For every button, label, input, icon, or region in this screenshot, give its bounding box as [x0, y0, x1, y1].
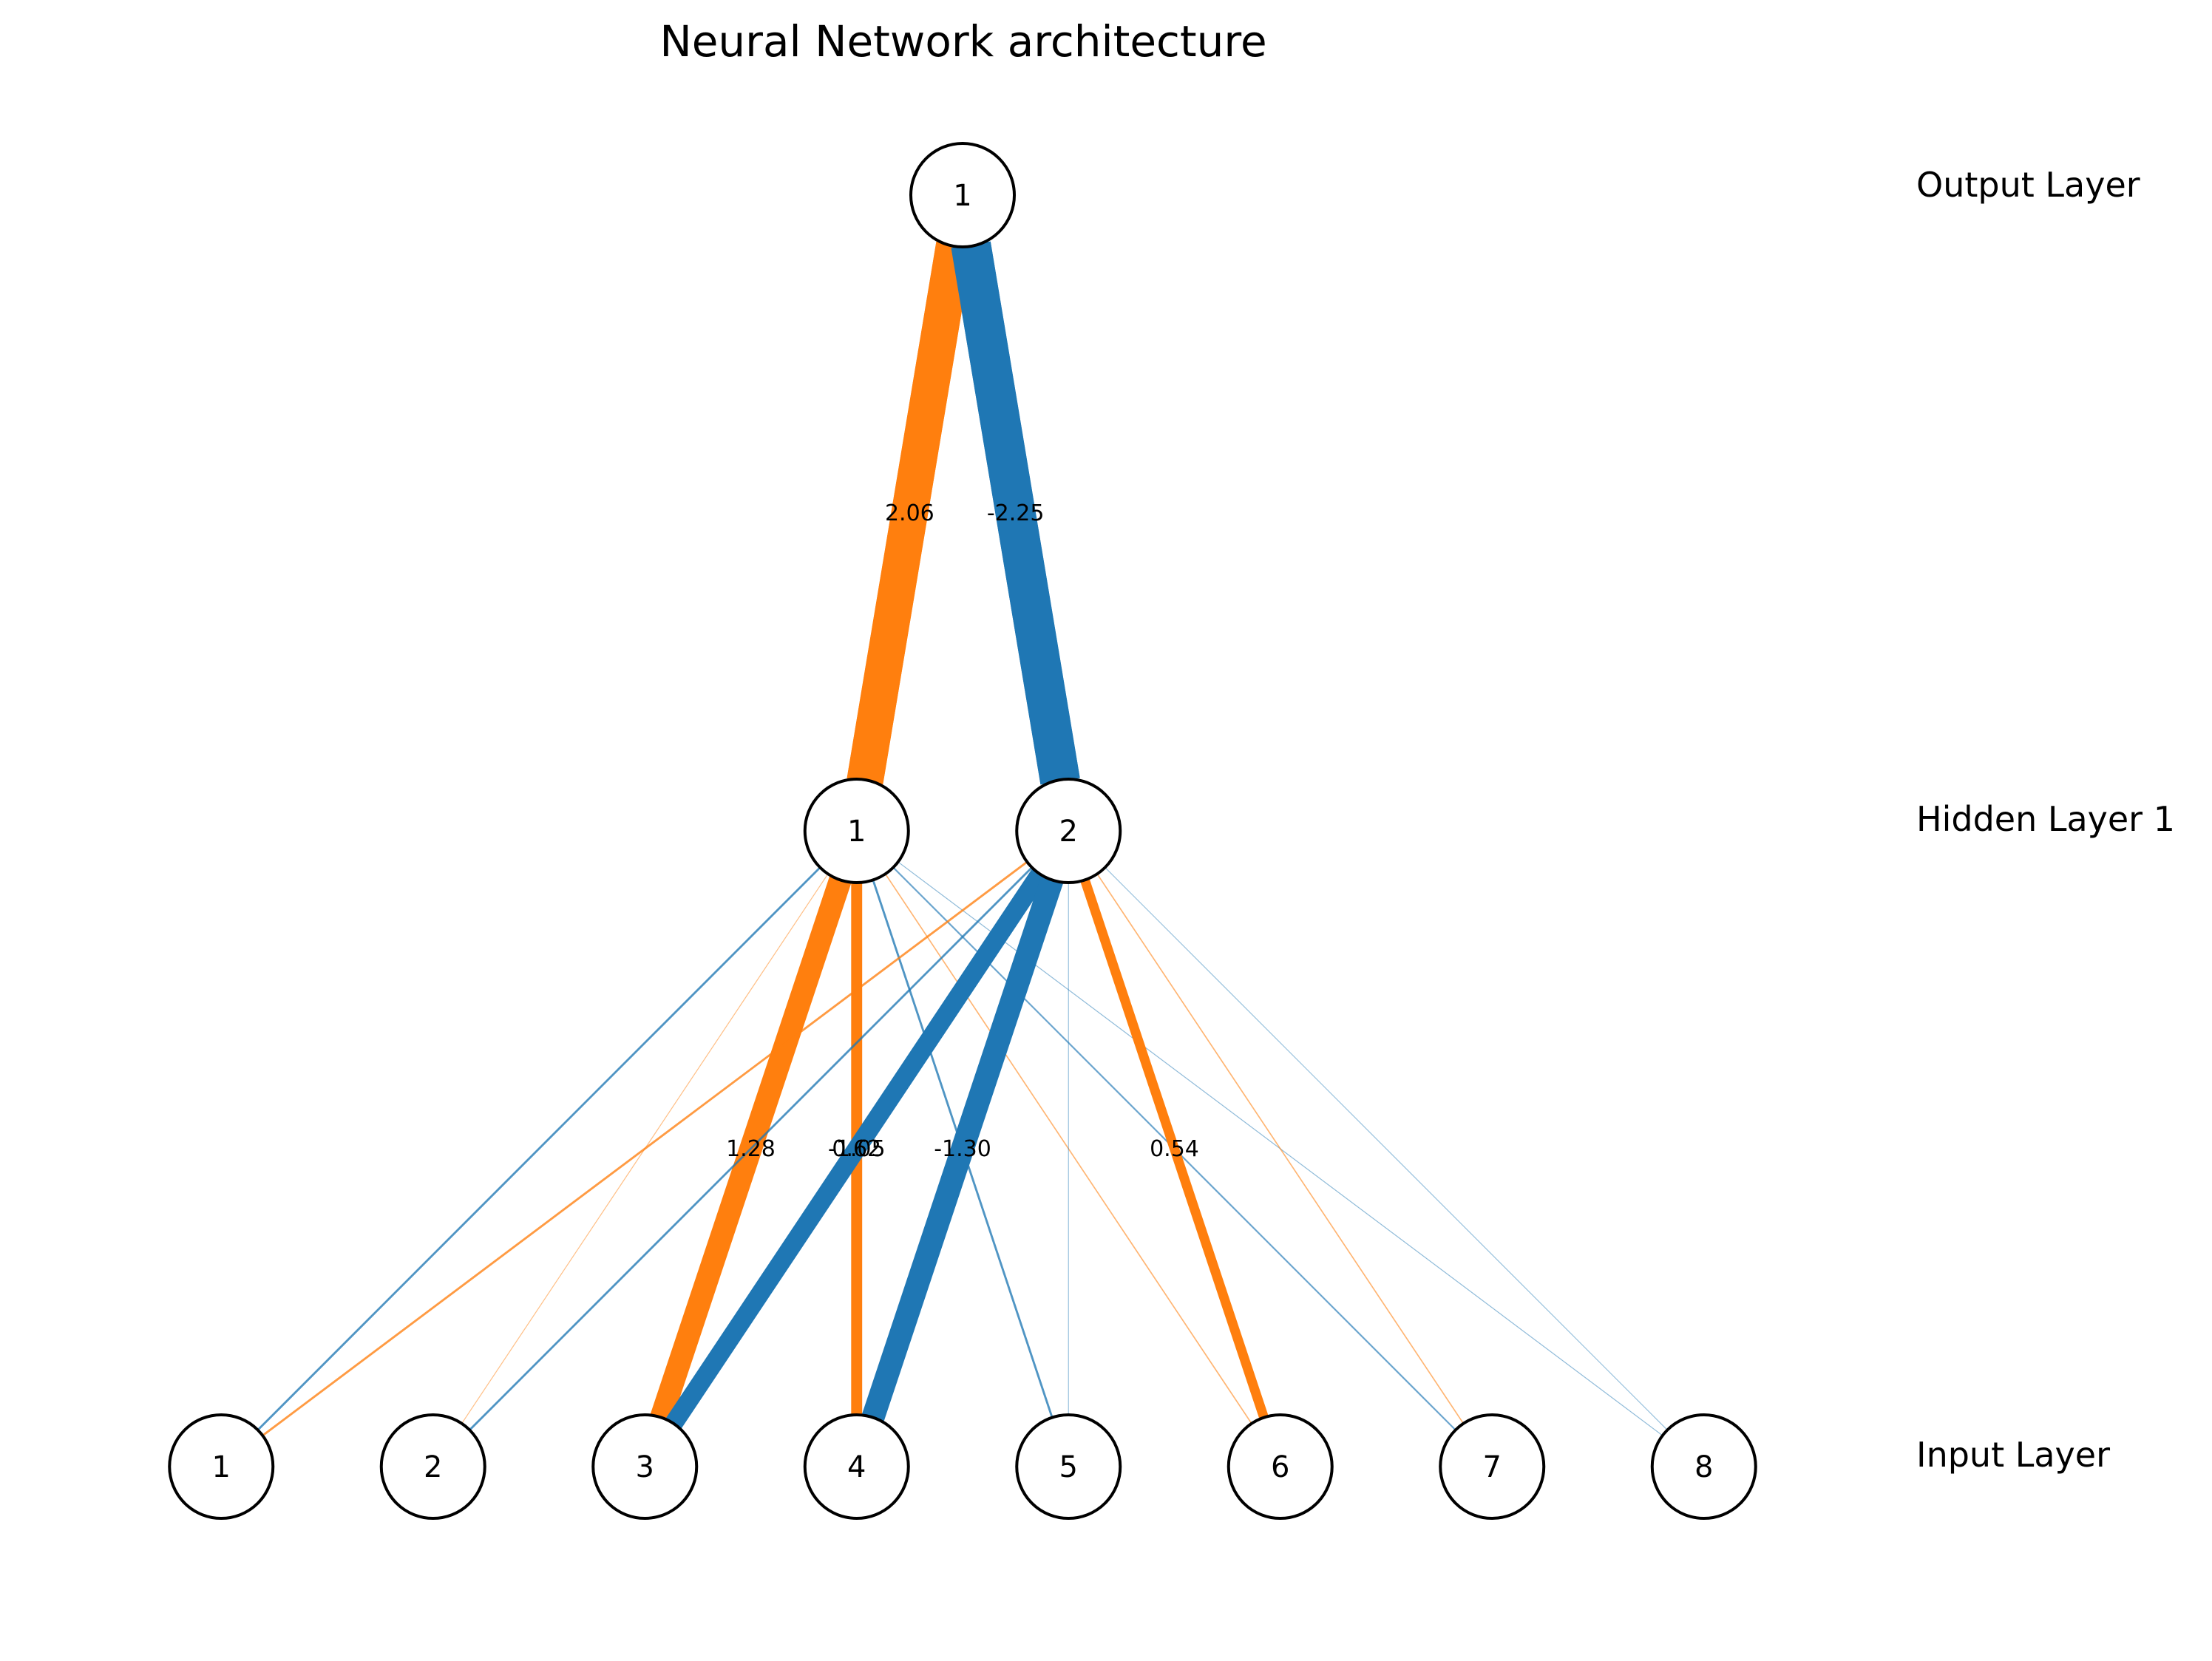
nodes: 1 2 3 4 5 6 7 8 1 2 1 — [168, 142, 1757, 1520]
node-label: 2 — [424, 1450, 442, 1484]
connections — [256, 241, 1669, 1438]
network-node: 3 — [591, 1413, 699, 1520]
connection-edge — [260, 860, 1029, 1438]
node-circle — [1650, 1413, 1757, 1520]
node-label: 3 — [636, 1450, 654, 1484]
node-label: 1 — [212, 1450, 231, 1484]
node-circle — [909, 142, 1016, 248]
connection-edge — [1103, 866, 1669, 1432]
node-label: 1 — [847, 815, 866, 849]
node-circle — [1227, 1413, 1334, 1520]
weight-label: -1.30 — [934, 1136, 991, 1162]
connection-edge — [256, 866, 822, 1432]
network-node: 5 — [1015, 1413, 1122, 1520]
connection-edge — [467, 866, 1034, 1432]
network-node: 6 — [1227, 1413, 1334, 1520]
output-connections-overlay — [847, 241, 1080, 785]
network-node: 1 — [909, 142, 1016, 248]
weight-labels: 1.28 0.62-1.05 -1.30 0.54 2.06 -2.25 — [726, 500, 1199, 1162]
output-connection-edge — [951, 241, 1080, 785]
node-label: 1 — [953, 179, 971, 213]
layer-label-output: Output Layer — [1916, 165, 2140, 205]
node-circle — [591, 1413, 699, 1520]
node-label: 7 — [1483, 1450, 1502, 1484]
node-circle — [803, 1413, 910, 1520]
layer-label-hidden-1: Hidden Layer 1 — [1916, 799, 2175, 839]
network-node: 1 — [803, 778, 910, 884]
diagram-title: Neural Network architecture — [659, 16, 1266, 67]
node-circle — [1015, 1413, 1122, 1520]
weight-label: 1.28 — [726, 1136, 776, 1162]
weight-label: 0.62 — [832, 1136, 881, 1162]
network-node: 4 — [803, 1413, 910, 1520]
network-node: 7 — [1439, 1413, 1546, 1520]
connection-edge — [1079, 877, 1269, 1421]
connection-edge — [1096, 872, 1465, 1425]
node-label: 8 — [1694, 1450, 1713, 1484]
connection-edge — [665, 867, 1049, 1430]
network-node: 8 — [1650, 1413, 1757, 1520]
network-node: 2 — [1015, 778, 1122, 884]
node-circle — [168, 1413, 275, 1520]
layer-label-input: Input Layer — [1916, 1435, 2110, 1475]
node-circle — [1015, 778, 1122, 884]
node-label: 2 — [1059, 815, 1078, 849]
network-node: 2 — [379, 1413, 486, 1520]
output-connection-edge — [847, 242, 973, 784]
node-circle — [803, 778, 910, 884]
node-circle — [379, 1413, 486, 1520]
connection-edge — [883, 872, 1253, 1425]
weight-label: 2.06 — [885, 500, 934, 526]
node-label: 6 — [1271, 1450, 1289, 1484]
weight-label: 0.54 — [1150, 1136, 1199, 1162]
node-label: 4 — [847, 1450, 866, 1484]
node-circle — [1439, 1413, 1546, 1520]
weight-label: -2.25 — [987, 500, 1045, 526]
connection-edge — [861, 874, 1064, 1423]
weight-label: -1.05 — [828, 1136, 886, 1162]
network-node: 1 — [168, 1413, 275, 1520]
node-label: 5 — [1059, 1450, 1078, 1484]
